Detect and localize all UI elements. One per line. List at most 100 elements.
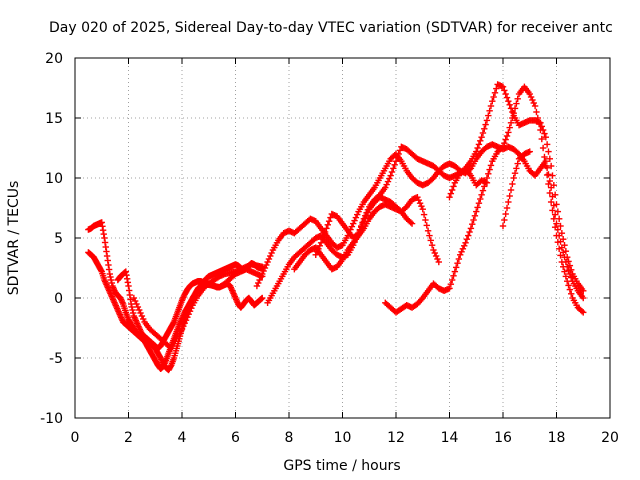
data-point [549,172,556,179]
data-point [501,87,508,94]
data-point [134,303,142,311]
data-point [475,200,483,207]
data-point [416,200,424,207]
data-point [487,102,495,110]
data-point [487,162,495,169]
x-axis-label: GPS time / hours [283,458,400,474]
data-point [264,258,271,266]
data-point [390,165,397,172]
x-tick-label: 8 [285,430,294,446]
series-track-10 [446,165,491,201]
data-point [564,254,571,261]
data-point [562,273,570,280]
data-point [256,276,263,284]
data-point [531,102,539,110]
data-point [452,264,460,271]
data-point [537,126,544,134]
data-point [477,195,484,203]
data-point [513,100,520,107]
data-point [394,154,401,161]
data-point [323,225,330,232]
data-point [319,236,326,243]
data-point [486,107,493,114]
data-point [533,108,540,116]
data-point [551,224,559,231]
data-point [414,194,421,201]
data-point [507,186,515,194]
data-point [565,258,572,265]
data-point [255,279,262,287]
data-point [382,184,389,191]
data-point [538,135,545,143]
data-point [451,268,459,275]
data-point [312,251,319,258]
data-point [446,194,453,201]
data-point [485,112,492,119]
data-point [448,186,456,194]
data-point [454,260,461,267]
data-point [553,220,560,227]
data-point [320,232,327,239]
data-point [565,282,572,289]
data-point [489,98,496,105]
data-point [182,317,190,324]
data-point [506,192,513,200]
data-point [423,222,430,229]
data-point [499,222,507,230]
data-point [568,290,575,297]
y-tick-label: 10 [45,171,63,187]
data-point [360,218,368,225]
data-point [551,191,559,198]
data-point [387,172,394,179]
data-point [474,144,481,152]
data-point [557,252,564,259]
data-point [324,221,331,228]
data-point [268,249,275,257]
data-point [566,262,574,269]
data-point [503,94,511,101]
data-point [545,180,552,188]
data-point [505,198,512,206]
data-point [136,306,143,314]
data-point [498,144,505,152]
data-point [510,174,517,182]
data-point [510,110,517,117]
data-point [483,117,491,124]
data-point [463,236,471,243]
data-point [554,208,562,215]
data-point [424,227,432,234]
data-point [358,224,365,231]
data-point [511,105,519,112]
data-point [140,315,147,323]
data-point [509,108,516,116]
data-point [435,258,442,266]
data-point [186,308,194,315]
data-point [325,218,333,225]
data-point [506,124,513,131]
data-point [427,237,434,244]
data-point [513,165,520,172]
data-point [386,175,393,182]
data-point [543,141,551,148]
data-point [391,161,398,168]
data-point [315,245,322,252]
data-point [509,180,516,188]
data-point [553,201,560,208]
data-point [180,323,187,330]
data-point [359,221,366,228]
data-point [130,294,138,302]
data-point [474,204,481,211]
data-point [383,181,390,188]
data-point [477,137,484,144]
data-point [348,223,356,230]
data-point [131,297,139,305]
data-point [562,248,570,255]
data-point [530,99,537,107]
data-point [502,136,509,143]
data-point [507,119,515,126]
data-point [537,119,544,126]
data-point [478,134,485,141]
data-point [458,248,465,255]
data-point [259,294,266,302]
